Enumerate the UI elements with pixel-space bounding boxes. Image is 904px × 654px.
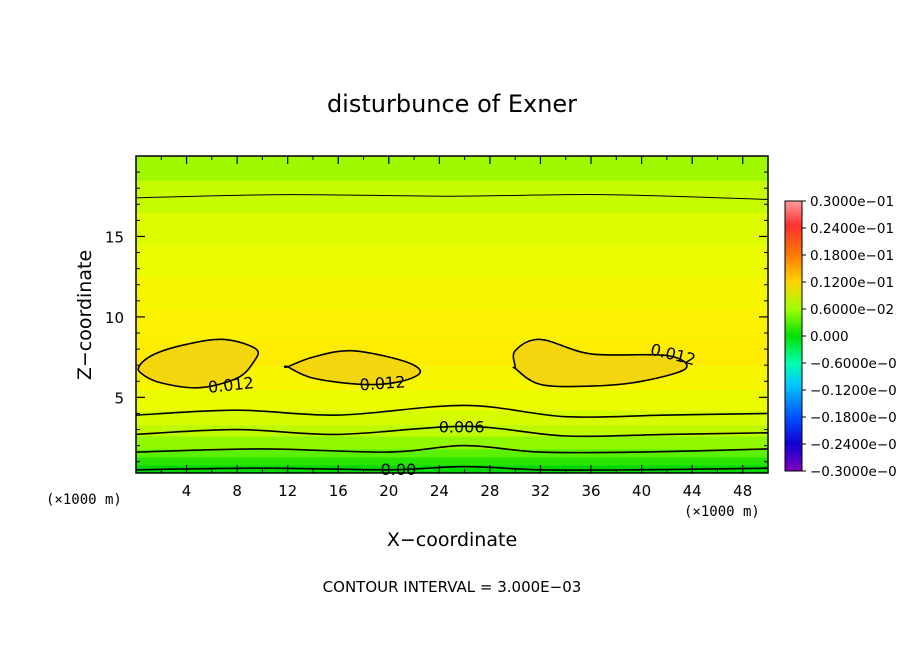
heat-layer	[136, 448, 768, 458]
heat-layer	[136, 244, 768, 278]
colorbar-label: 0.000	[810, 329, 849, 345]
x-tick-label: 24	[430, 482, 449, 500]
contour-line-closed	[137, 338, 260, 389]
colorbar-label: 0.2400e−01	[810, 221, 894, 237]
heatmap-field	[136, 156, 768, 473]
contour-line	[136, 465, 768, 471]
colorbar-label: −0.2400e−0	[810, 437, 897, 453]
colorbar-label: −0.1200e−0	[810, 383, 897, 399]
x-tick-label: 32	[531, 482, 550, 500]
contour-line	[136, 425, 768, 438]
x-tick-label: 44	[683, 482, 702, 500]
contour-label-text: 0.012	[359, 372, 406, 394]
x-tick-label: 20	[379, 482, 398, 500]
contour-line	[136, 404, 768, 418]
z-unit-right: (×1000 m)	[684, 504, 760, 520]
contour-line-closed	[512, 338, 688, 388]
contour-line	[136, 444, 768, 454]
x-unit-left: (×1000 m)	[46, 492, 122, 508]
y-tick-label: 5	[114, 389, 124, 407]
heat-layer	[136, 156, 768, 181]
contour-line	[136, 194, 768, 200]
colorbar-label: 0.1800e−01	[810, 248, 894, 264]
x-tick-label: 48	[733, 482, 752, 500]
colorbar-label: 0.6000e−02	[810, 302, 894, 318]
colorbar-gradient	[784, 200, 803, 472]
y-tick-label: 10	[105, 309, 124, 327]
x-tick-label: 40	[632, 482, 651, 500]
heat-layer	[136, 464, 768, 473]
colorbar-labels: 0.3000e−01 0.2400e−01 0.1800e−01 0.1200e−01…	[802, 194, 897, 480]
y-axis-ticks: 5 10 15	[105, 171, 768, 463]
x-tick-label: 28	[480, 482, 499, 500]
x-tick-label: 12	[278, 482, 297, 500]
y-axis-title: Z−coordinate	[74, 250, 96, 380]
y-tick-label: 15	[105, 228, 124, 246]
x-tick-label: 8	[232, 482, 242, 500]
colorbar-label: 0.3000e−01	[810, 194, 894, 210]
contour-label-text: 0.012	[207, 373, 255, 397]
contour-line-closed	[283, 349, 422, 386]
heat-layer	[136, 424, 768, 437]
plot-frame	[135, 155, 769, 474]
x-tick-label: 16	[329, 482, 348, 500]
colorbar-label: 0.1200e−01	[810, 275, 894, 291]
heat-layer	[136, 212, 768, 246]
contour-label-text: 0.00	[381, 460, 417, 479]
heat-layer	[136, 308, 768, 342]
x-tick-label: 36	[581, 482, 600, 500]
colorbar: 0.3000e−01 0.2400e−01 0.1800e−01 0.1200e−01…	[784, 194, 897, 480]
contour-label-text: 0.006	[439, 417, 485, 436]
contour-lines	[136, 194, 768, 471]
chart-title: disturbunce of Exner	[327, 90, 577, 118]
colorbar-label: −0.1800e−0	[810, 410, 897, 426]
heat-layer	[136, 435, 768, 450]
heat-layer	[136, 276, 768, 310]
contour-interval-note: CONTOUR INTERVAL = 3.000E−03	[323, 578, 582, 596]
colorbar-label: −0.3000e−0	[810, 464, 897, 480]
heat-layer	[136, 456, 768, 466]
x-axis-ticks: 4 8 12 16 20 24 28 32 36 40 44 48	[160, 156, 752, 500]
heat-layer	[136, 389, 768, 411]
x-tick-label: 4	[182, 482, 192, 500]
x-axis-title: X−coordinate	[387, 529, 517, 551]
colorbar-label: −0.6000e−0	[810, 356, 897, 372]
